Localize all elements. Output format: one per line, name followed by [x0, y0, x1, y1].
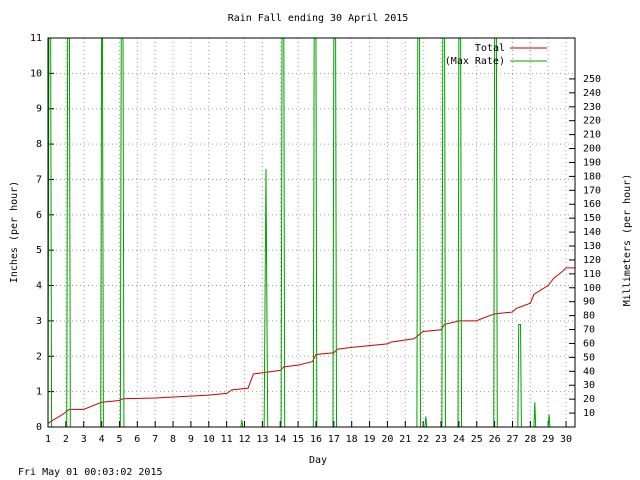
y-tick-label: 8 [36, 139, 42, 150]
y2-tick-label: 200 [583, 144, 601, 155]
y-tick-label: 7 [36, 174, 42, 185]
y2-tick-label: 10 [583, 408, 595, 419]
x-tick-label: 2 [63, 434, 69, 445]
x-tick-label: 24 [453, 434, 465, 445]
y2-tick-label: 240 [583, 88, 601, 99]
x-tick-label: 27 [506, 434, 518, 445]
y2-tick-label: 250 [583, 74, 601, 85]
plot-area [48, 38, 575, 427]
x-tick-label: 10 [203, 434, 215, 445]
x-tick-label: 8 [170, 434, 176, 445]
y2-tick-label: 180 [583, 171, 601, 182]
x-tick-label: 21 [399, 434, 411, 445]
x-tick-label: 13 [256, 434, 268, 445]
y-tick-label: 2 [36, 351, 42, 362]
chart-title: Rain Fall ending 30 April 2015 [228, 13, 409, 24]
x-tick-label: 25 [471, 434, 483, 445]
y2-tick-label: 30 [583, 380, 595, 391]
plot-border [47, 37, 576, 428]
x-axis-label: Day [309, 455, 327, 466]
x-tick-label: 11 [221, 434, 233, 445]
y2-tick-label: 230 [583, 102, 601, 113]
y2-tick-label: 60 [583, 338, 595, 349]
y2-tick-label: 170 [583, 185, 601, 196]
data-line [48, 267, 575, 424]
y-tick-label: 10 [30, 68, 42, 79]
y2-tick-label: 150 [583, 213, 601, 224]
y2-tick-label: 80 [583, 311, 595, 322]
x-tick-label: 16 [310, 434, 322, 445]
x-tick-label: 26 [489, 434, 501, 445]
y-tick-label: 6 [36, 210, 42, 221]
x-tick-label: 29 [542, 434, 554, 445]
x-tick-label: 23 [435, 434, 447, 445]
x-tick-label: 6 [134, 434, 140, 445]
x-tick-label: 5 [116, 434, 122, 445]
x-tick-label: 4 [99, 434, 105, 445]
x-tick-label: 9 [188, 434, 194, 445]
y2-tick-label: 220 [583, 116, 601, 127]
x-tick-label: 19 [364, 434, 376, 445]
y2-tick-label: 190 [583, 157, 601, 168]
x-tick-label: 3 [81, 434, 87, 445]
x-tick-label: 12 [238, 434, 250, 445]
y2-tick-label: 90 [583, 297, 595, 308]
x-tick-label: 22 [417, 434, 429, 445]
y2-tick-label: 110 [583, 269, 601, 280]
y2-tick-label: 130 [583, 241, 601, 252]
y2-tick-label: 210 [583, 130, 601, 141]
y2-tick-label: 160 [583, 199, 601, 210]
y2-tick-label: 120 [583, 255, 601, 266]
x-tick-label: 7 [152, 434, 158, 445]
y2-tick-label: 140 [583, 227, 601, 238]
x-tick-label: 18 [346, 434, 358, 445]
y-axis-label: Inches (per hour) [9, 181, 20, 283]
y-tick-label: 0 [36, 422, 42, 433]
y-tick-label: 3 [36, 316, 42, 327]
footer-timestamp: Fri May 01 00:03:02 2015 [18, 467, 163, 478]
legend-label: Total [475, 43, 505, 54]
y-tick-label: 9 [36, 104, 42, 115]
x-tick-label: 28 [524, 434, 536, 445]
y2-tick-label: 70 [583, 325, 595, 336]
y-tick-label: 11 [30, 33, 42, 44]
x-tick-label: 1 [45, 434, 51, 445]
y-tick-label: 4 [36, 281, 42, 292]
x-tick-label: 30 [560, 434, 572, 445]
x-tick-label: 14 [274, 434, 286, 445]
data-line [48, 38, 575, 427]
y2-axis-label: Millimeters (per hour) [622, 174, 633, 306]
y-tick-label: 1 [36, 387, 42, 398]
y2-tick-label: 100 [583, 283, 601, 294]
y2-tick-label: 20 [583, 394, 595, 405]
y2-tick-label: 40 [583, 366, 595, 377]
x-tick-label: 17 [328, 434, 340, 445]
legend-label: (Max Rate) [445, 56, 505, 67]
y2-tick-label: 50 [583, 352, 595, 363]
y-tick-label: 5 [36, 245, 42, 256]
x-tick-label: 15 [292, 434, 304, 445]
x-tick-label: 20 [381, 434, 393, 445]
